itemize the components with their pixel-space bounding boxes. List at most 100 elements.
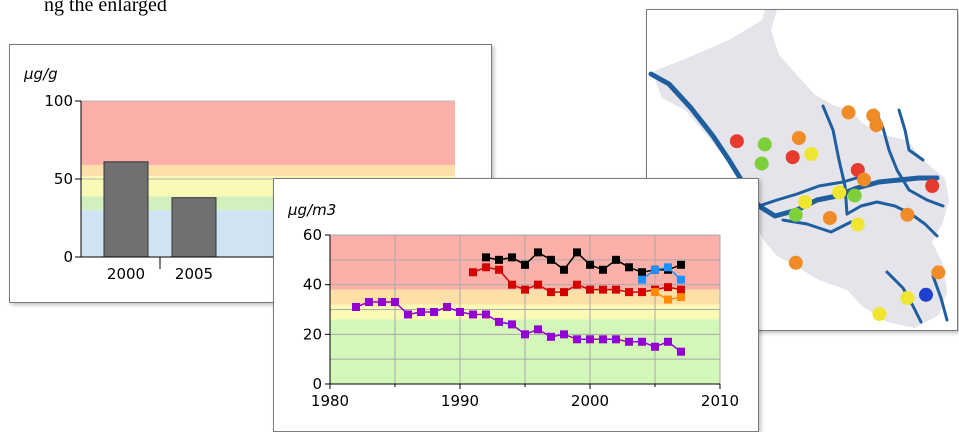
bar-chart-x-tick-label: 2005 [175,265,213,283]
data-point [417,307,425,316]
data-point [625,288,633,297]
data-point [508,320,516,329]
map-point [841,105,856,120]
data-point [365,298,373,307]
map-point [857,172,871,187]
data-point [560,265,568,274]
data-point [677,275,685,284]
data-point [469,310,477,319]
scatter-chart-x-tick-label: 2000 [571,392,609,410]
data-point [599,265,607,274]
data-point [495,317,503,326]
data-point [534,280,542,289]
scatter-chart-card[interactable]: 0 20 40 60 1980 1990 2000 2010 µg/m3 [273,178,759,432]
bar-chart-bar [103,161,149,258]
bar-chart-y-ticks: 0 50 100 [44,92,81,266]
bar-chart-y-tick-label: 100 [44,92,73,110]
data-point [599,335,607,344]
series-line [641,266,682,281]
bar-chart-band [81,164,455,176]
data-point [443,303,451,312]
data-point [638,337,646,346]
map-water [648,71,940,219]
map-point [925,179,940,193]
data-point [547,288,555,297]
map-point [832,185,847,200]
data-point [664,295,672,304]
map-point [757,137,772,152]
data-point [612,255,620,264]
background-page-text: ng the enlarged [44,0,167,16]
bar-chart-y-tick-label: 50 [54,170,73,188]
bar-chart-bars [103,161,217,258]
data-point [560,288,568,297]
scatter-chart-y-tick-label: 40 [303,276,322,294]
map-point [869,118,884,133]
map-water [873,108,945,208]
data-point [534,248,542,257]
map-point [919,287,933,302]
series-line [485,251,682,274]
map-point [900,291,915,305]
data-point [638,268,646,277]
map-point [850,217,865,232]
data-point [573,280,581,289]
scatter-chart-y-tick-label: 20 [303,325,322,343]
data-point [677,285,685,294]
scatter-chart-y-ticks: 0 20 40 60 [303,226,330,393]
data-point [534,325,542,334]
data-point [586,285,594,294]
data-point [521,260,529,269]
data-point [612,335,620,344]
map-point [804,147,819,161]
data-point [677,347,685,356]
data-point [495,265,503,274]
scatter-chart-y-unit: µg/m3 [287,201,336,219]
data-point [469,268,477,277]
data-point [521,330,529,339]
map-point [847,188,862,203]
bar-chart-x-tick-label: 2000 [107,265,145,283]
map-point [798,195,813,209]
map-water [931,274,949,322]
bar-chart-bar [171,197,217,258]
data-point [651,288,659,297]
map-point [900,207,915,222]
map-water [821,104,849,216]
map-water [781,218,853,234]
map-point [791,131,806,145]
data-point [651,342,659,351]
data-point [430,307,438,316]
map-point [788,207,803,222]
map-water [845,200,939,238]
scatter-chart-y-tick-label: 0 [312,375,322,393]
data-point [677,260,685,269]
data-point [586,335,594,344]
data-point [573,248,581,257]
data-point [391,298,399,307]
data-point [651,265,659,274]
data-point [638,288,646,297]
data-point [625,263,633,272]
data-point [586,260,594,269]
data-point [560,330,568,339]
map-point [872,307,887,321]
data-point [521,285,529,294]
map-point [729,134,744,149]
data-point [482,253,490,262]
data-point [508,253,516,262]
scatter-chart-series [352,248,685,356]
data-point [599,285,607,294]
data-point [378,298,386,307]
data-point [547,332,555,341]
scatter-chart-x-tick-label: 2010 [701,392,739,410]
map-point [931,265,946,280]
scatter-chart-y-tick-label: 60 [303,226,322,244]
data-point [456,307,464,316]
scatter-chart-x-tick-label: 1980 [311,392,349,410]
data-point [664,263,672,272]
bar-chart-y-unit: µg/g [23,65,58,83]
scatter-chart: 0 20 40 60 1980 1990 2000 2010 µg/m3 [287,201,739,410]
map-point [788,255,803,270]
map-point [822,211,837,225]
